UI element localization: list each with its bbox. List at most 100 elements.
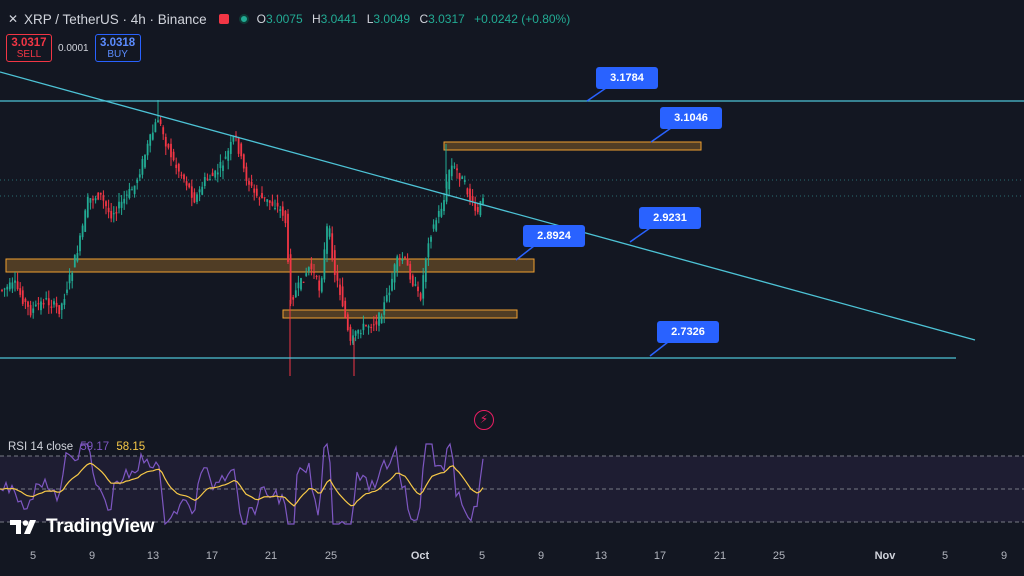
candle-body: [19, 288, 22, 295]
close-x-icon[interactable]: ✕: [7, 12, 19, 26]
market-open-icon: [238, 14, 249, 24]
candle-body: [164, 136, 167, 147]
candle-body: [203, 176, 206, 187]
candle-body: [63, 299, 66, 305]
candle-body: [365, 324, 367, 326]
candle-body: [1, 289, 3, 291]
candle-body: [175, 164, 178, 168]
callout-3-1046[interactable]: 3.1046: [660, 107, 722, 129]
candle-body: [237, 137, 240, 154]
candle-body: [131, 189, 133, 191]
candle-body: [383, 302, 386, 315]
candle-body: [482, 198, 484, 205]
candle-body: [346, 314, 349, 331]
candle-body: [105, 201, 107, 207]
candle-body: [253, 188, 256, 193]
candle-body: [76, 253, 79, 262]
candle-body: [125, 194, 128, 196]
time-label: Nov: [874, 550, 896, 562]
candle-body: [469, 188, 471, 201]
candle-body: [344, 300, 347, 318]
candle-body: [16, 281, 19, 290]
candle-body: [229, 141, 232, 154]
resistance-zone[interactable]: [443, 141, 702, 151]
candle-body: [14, 280, 16, 283]
candle-body: [302, 281, 305, 283]
symbol-title[interactable]: XRP / TetherUS · 4h · Binance: [24, 11, 207, 27]
candle-body: [422, 275, 425, 299]
candle-body: [388, 292, 391, 296]
callout-2-7326[interactable]: 2.7326: [657, 321, 719, 343]
candle-body: [331, 233, 334, 260]
open-value: 3.0075: [265, 12, 303, 26]
lightning-bolt-icon[interactable]: ⚡: [474, 410, 494, 430]
candle-body: [289, 254, 292, 304]
candle-body: [326, 226, 328, 254]
candle-body: [170, 143, 172, 158]
flag-icon[interactable]: [218, 14, 229, 24]
candle-body: [313, 271, 315, 274]
callout-2-8924[interactable]: 2.8924: [523, 225, 585, 247]
support-zone-lower[interactable]: [282, 309, 518, 319]
candle-body: [211, 172, 214, 177]
candle-body: [201, 186, 204, 195]
candle-body: [310, 263, 313, 270]
candle-body: [206, 178, 209, 180]
candle-body: [68, 274, 71, 284]
candle-body: [21, 290, 24, 304]
candle-body: [398, 257, 401, 259]
candle-body: [320, 278, 323, 292]
candle-body: [232, 136, 235, 142]
candle-body: [193, 192, 196, 203]
candle-body: [185, 181, 188, 186]
candle-body: [417, 286, 419, 292]
support-zone-upper[interactable]: [5, 258, 535, 273]
candle-body: [443, 200, 445, 212]
descending-trendline[interactable]: [0, 71, 976, 341]
callout-3-1784[interactable]: 3.1784: [596, 67, 658, 89]
time-axis[interactable]: 5 9 13 17 21 25 Oct 5 9 13 17 21 25 Nov …: [0, 550, 1024, 570]
candle-body: [445, 181, 448, 202]
candle-body: [391, 278, 393, 291]
candle-body: [404, 256, 406, 258]
candle-body: [71, 272, 74, 281]
candle-body: [209, 179, 211, 181]
candlestick-series: [1, 100, 484, 376]
tradingview-logo[interactable]: TradingView: [10, 516, 155, 538]
high-label: H: [311, 12, 321, 26]
candle-body: [107, 207, 110, 213]
time-label: 25: [772, 550, 786, 562]
candle-body: [138, 174, 141, 178]
candle-body: [284, 210, 287, 224]
symbol-header: ✕ XRP / TetherUS · 4h · Binance O3.0075 …: [6, 8, 570, 30]
candle-body: [196, 194, 198, 202]
candle-body: [183, 174, 185, 180]
candle-body: [414, 284, 417, 286]
buy-button[interactable]: 3.0318 BUY: [94, 34, 141, 62]
buy-label: BUY: [107, 49, 128, 60]
candle-body: [37, 303, 40, 305]
candle-body: [474, 202, 477, 211]
rsi-ma-value: 58.15: [116, 441, 146, 453]
sell-button[interactable]: 3.0317 SELL: [6, 34, 52, 62]
candle-body: [27, 301, 29, 307]
low-value: 3.0049: [373, 12, 411, 26]
candle-body: [300, 278, 302, 290]
candle-body: [3, 288, 6, 290]
candle-body: [294, 290, 297, 298]
change-value: +0.0242 (+0.80%): [474, 12, 571, 26]
candle-body: [94, 198, 97, 201]
candle-body: [380, 315, 383, 324]
candle-body: [120, 201, 123, 208]
candle-body: [53, 301, 55, 305]
candle-body: [224, 156, 227, 159]
candle-body: [79, 235, 81, 252]
rsi-legend[interactable]: RSI 14 close 59.17 58.15: [8, 441, 145, 453]
candle-body: [466, 188, 469, 195]
candle-body: [89, 198, 92, 203]
callout-2-9231[interactable]: 2.9231: [639, 207, 701, 229]
candle-body: [461, 176, 464, 179]
candle-body: [180, 174, 183, 176]
candle-body: [141, 159, 144, 175]
